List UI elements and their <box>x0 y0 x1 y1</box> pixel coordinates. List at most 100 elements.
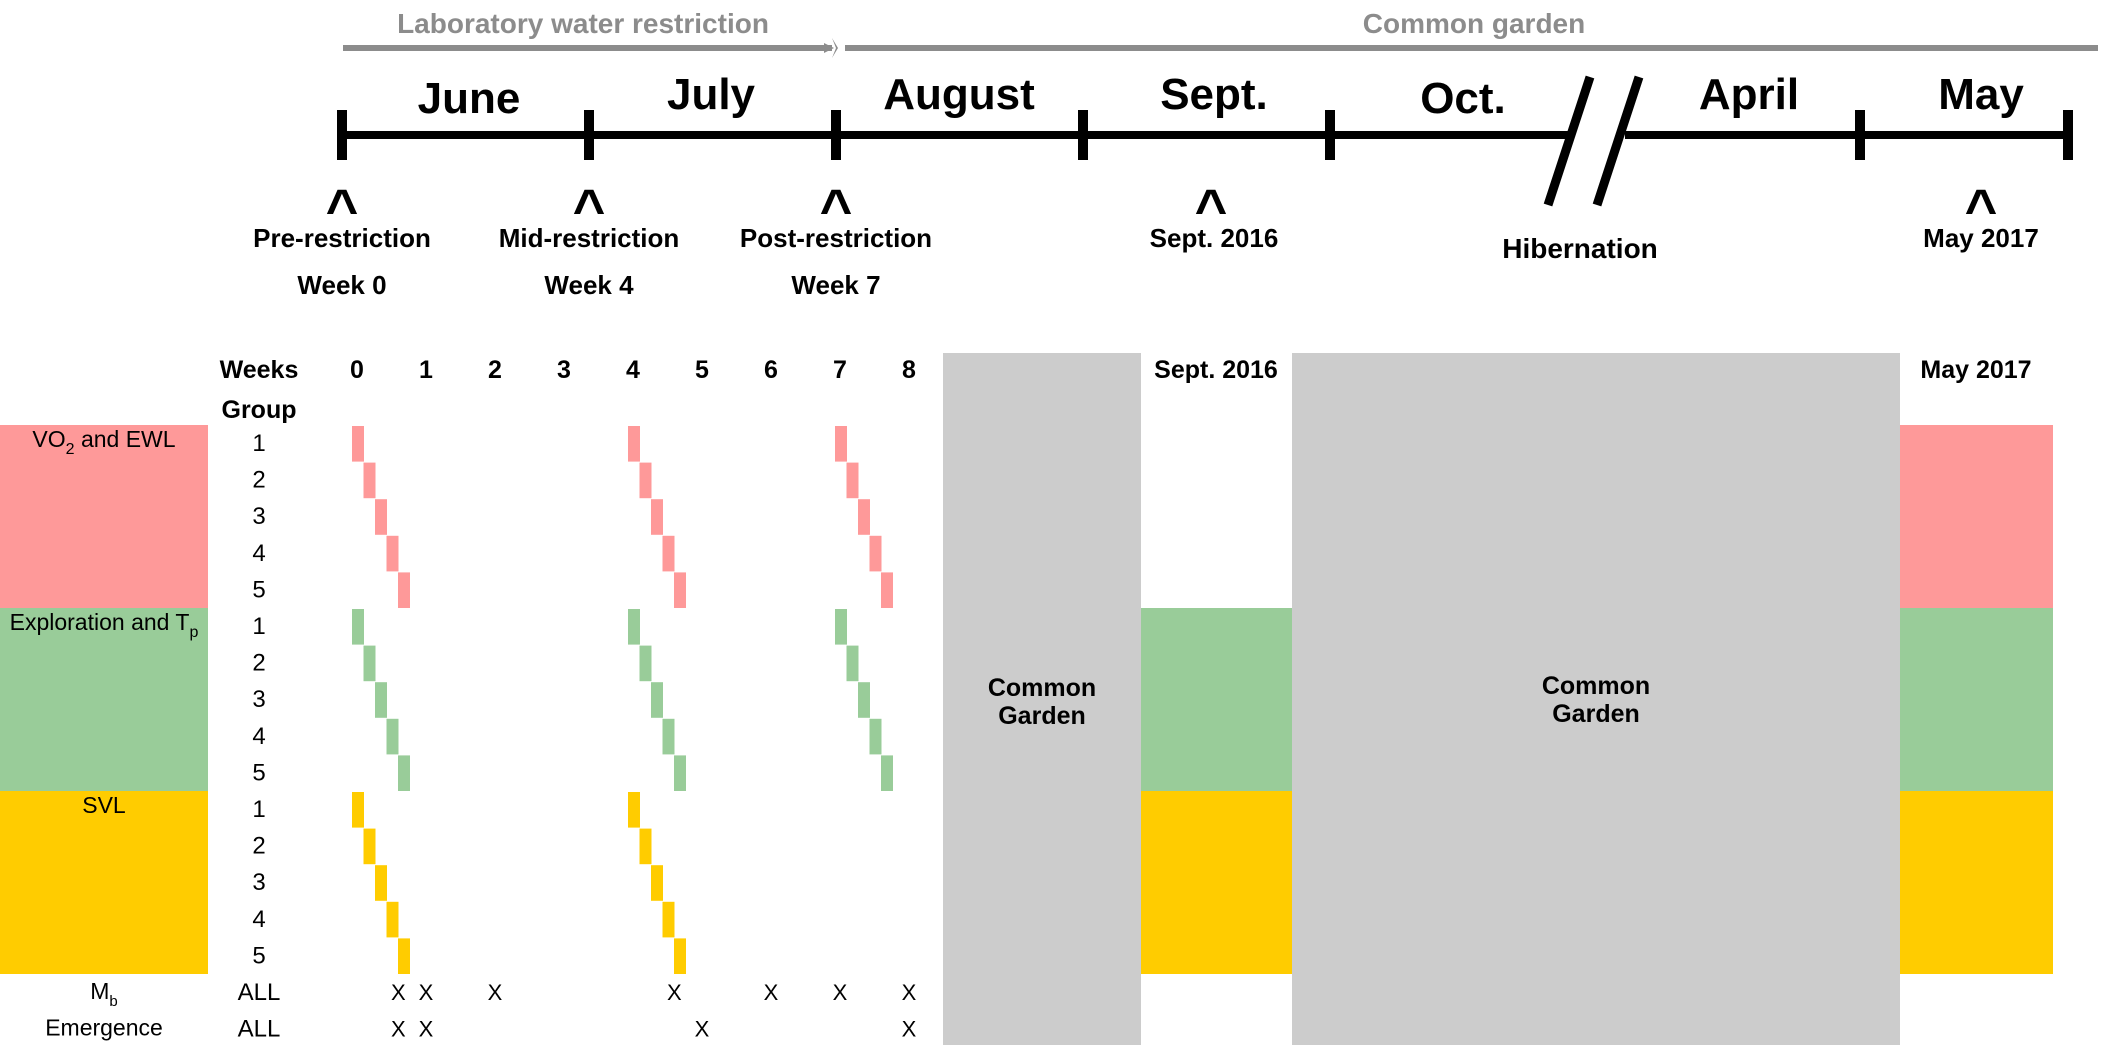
x-mark: X <box>391 1017 406 1042</box>
measure-label-main: Exploration and T <box>10 609 190 635</box>
sampling-block <box>363 645 376 682</box>
sampling-block <box>674 938 686 974</box>
group-number: 1 <box>252 613 265 640</box>
measure-label-sub: 2 <box>66 441 75 458</box>
x-mark: X <box>764 980 779 1005</box>
month-label: July <box>667 70 756 119</box>
caret-icon: ^ <box>573 177 606 240</box>
all-group-label: ALL <box>238 1016 281 1043</box>
group-number: 4 <box>252 906 265 933</box>
x-mark: X <box>488 980 503 1005</box>
sampling-block <box>628 792 640 828</box>
sampling-block <box>674 572 686 608</box>
schedule-rows: VO2 and EWL 1 2 3 4 5 Exploration and Tp 1 2 3 4 5 S… <box>0 425 2053 1043</box>
may-measure-block <box>1900 425 2053 608</box>
schedule-header: Weeks Group Sept. 2016 May 2017 0 1 2 3 4 5 6 7… <box>220 356 2032 424</box>
sampling-block <box>651 682 663 718</box>
month-label: Oct. <box>1420 74 1506 123</box>
sampling-block <box>881 572 893 608</box>
group-number: 4 <box>252 540 265 567</box>
sept-measure-block <box>1141 791 1292 974</box>
sampling-block <box>386 901 399 938</box>
week-header: 4 <box>626 356 640 384</box>
all-row-label: Mb <box>90 978 118 1010</box>
group-number: 1 <box>252 796 265 823</box>
sampling-block <box>662 535 675 572</box>
sampling-block <box>835 609 847 645</box>
group-number: 5 <box>252 576 265 603</box>
hibernation-break <box>1543 75 1644 207</box>
common-garden-label-2a: Common <box>1542 672 1650 700</box>
group-number: 4 <box>252 723 265 750</box>
sampling-block <box>628 609 640 645</box>
caret-icon: ^ <box>326 177 359 240</box>
measure-label-main: SVL <box>82 792 126 818</box>
sampling-block <box>846 462 859 499</box>
sampling-block <box>662 901 675 938</box>
week-header: 6 <box>764 356 778 384</box>
timepoint-week: Week 7 <box>791 270 880 300</box>
caret-icon: ^ <box>1965 177 1998 240</box>
sampling-block <box>835 426 847 462</box>
week-headers: 0 1 2 3 4 5 6 7 8 <box>350 356 916 384</box>
common-garden-label-1b: Garden <box>998 702 1086 730</box>
x-mark: X <box>902 980 917 1005</box>
month-timeline: June July August Sept. Oct. April May <box>337 70 2073 207</box>
may-column-header: May 2017 <box>1920 356 2031 384</box>
may-measure-block <box>1900 608 2053 791</box>
sampling-block <box>639 645 652 682</box>
caret-icon: ^ <box>1195 177 1228 240</box>
measure-label-block <box>0 791 208 974</box>
x-mark: X <box>833 980 848 1005</box>
timeline-ticks <box>337 110 2073 160</box>
sampling-block <box>352 426 364 462</box>
week-header: 0 <box>350 356 364 384</box>
measure-label: SVL <box>82 792 126 818</box>
month-label: April <box>1699 70 1799 119</box>
sampling-block <box>398 755 410 791</box>
sampling-block <box>651 499 663 535</box>
sampling-block <box>858 682 870 718</box>
sampling-block <box>846 645 859 682</box>
group-number: 2 <box>252 833 265 860</box>
timepoint-markers: ^ ^ ^ ^ ^ Pre-restriction Week 0 Mid-res… <box>253 177 2039 300</box>
measure-label: VO2 and EWL <box>32 426 175 458</box>
x-mark: X <box>391 980 406 1005</box>
measure-label-block <box>0 608 208 791</box>
all-group-label: ALL <box>238 979 281 1006</box>
month-label: June <box>418 74 521 123</box>
measure-label: Exploration and Tp <box>10 609 199 641</box>
sept-measure-block <box>1141 608 1292 791</box>
sampling-block <box>375 499 387 535</box>
caret-icon: ^ <box>820 177 853 240</box>
group-number: 2 <box>252 467 265 494</box>
group-number: 5 <box>252 942 265 969</box>
week-header: 8 <box>902 356 916 384</box>
group-number: 3 <box>252 503 265 530</box>
week-header: 3 <box>557 356 571 384</box>
break-slash-1 <box>1543 75 1595 207</box>
sampling-block <box>869 535 882 572</box>
timepoint-label: Sept. 2016 <box>1150 223 1279 253</box>
week-header: 7 <box>833 356 847 384</box>
week-header: 5 <box>695 356 709 384</box>
group-number: 1 <box>252 430 265 457</box>
x-mark: X <box>667 980 682 1005</box>
timepoint-label: Post-restriction <box>740 223 932 253</box>
group-number: 3 <box>252 686 265 713</box>
weeks-header: Weeks <box>220 356 299 384</box>
timepoint-label: May 2017 <box>1923 223 2039 253</box>
group-number: 3 <box>252 869 265 896</box>
sampling-block <box>352 792 364 828</box>
group-header: Group <box>222 396 297 424</box>
x-mark: X <box>902 1017 917 1042</box>
sampling-block <box>386 718 399 755</box>
sampling-block <box>881 755 893 791</box>
timepoint-label: Mid-restriction <box>499 223 680 253</box>
measure-label-sub: p <box>189 624 198 641</box>
sampling-block <box>639 828 652 865</box>
timepoint-label: Pre-restriction <box>253 223 431 253</box>
sampling-block <box>674 755 686 791</box>
may-measure-block <box>1900 791 2053 974</box>
sampling-block <box>363 462 376 499</box>
